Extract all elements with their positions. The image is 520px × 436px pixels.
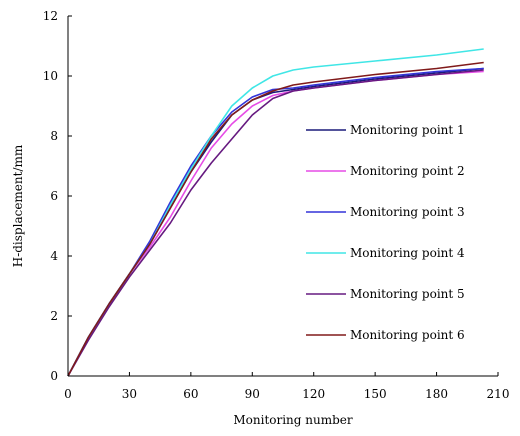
plot-frame [67,16,498,377]
legend-label: Monitoring point 5 [350,287,465,301]
x-tick-label: 150 [364,387,387,401]
y-tick-label: 4 [50,249,58,263]
x-tick-label: 30 [122,387,137,401]
legend-entry-6: Monitoring point 6 [306,328,465,342]
x-tick-label: 120 [302,387,325,401]
legend-entry-1: Monitoring point 1 [306,123,465,137]
y-tick-label: 12 [43,9,58,23]
legend-label: Monitoring point 1 [350,123,465,137]
legend-label: Monitoring point 3 [350,205,465,219]
y-axis-title: H-displacement/mm [11,144,25,267]
x-tick-label: 210 [487,387,510,401]
y-tick-label: 10 [43,69,58,83]
x-tick-label: 180 [425,387,448,401]
y-tick-label: 2 [50,309,58,323]
legend-entry-4: Monitoring point 4 [306,246,465,260]
legend-entry-5: Monitoring point 5 [306,287,465,301]
legend-label: Monitoring point 4 [350,246,465,260]
legend: Monitoring point 1 Monitoring point 2 Moni… [306,123,465,342]
series-line-6 [67,61,484,377]
axes-layer: 0 30 60 90 120 150 180 210 0 2 4 6 8 10 12 [43,9,510,401]
x-axis-title: Monitoring number [233,413,353,427]
x-tick-label: 90 [245,387,260,401]
y-tick-label: 6 [50,189,58,203]
legend-entry-2: Monitoring point 2 [306,164,465,178]
series-layer [67,48,484,377]
y-tick-label: 8 [50,129,58,143]
legend-entry-3: Monitoring point 3 [306,205,465,219]
x-tick-label: 60 [183,387,198,401]
legend-label: Monitoring point 2 [350,164,465,178]
y-tick-label: 0 [50,369,58,383]
series-line-5 [67,69,484,377]
x-tick-label: 0 [64,387,72,401]
legend-label: Monitoring point 6 [350,328,465,342]
